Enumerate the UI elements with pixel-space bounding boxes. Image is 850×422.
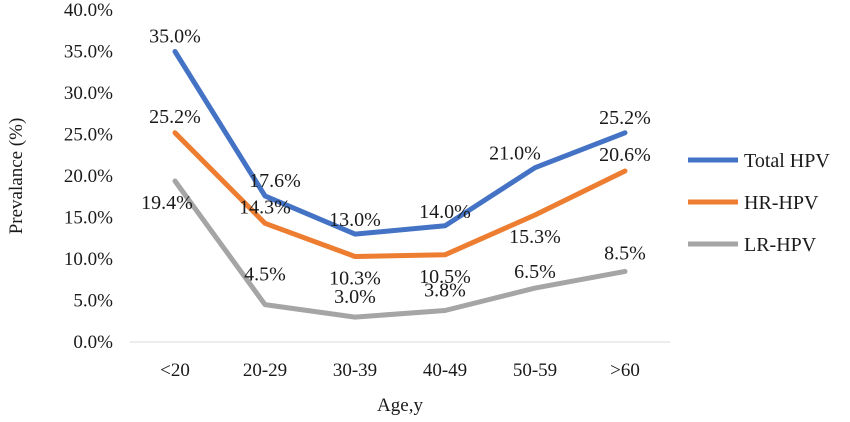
legend: Total HPV HR-HPV LR-HPV <box>688 150 830 256</box>
legend-label: LR-HPV <box>744 234 817 256</box>
x-tick-label: <20 <box>160 360 190 381</box>
data-label: 13.0% <box>329 209 381 231</box>
data-label: 10.5% <box>419 266 471 288</box>
data-label: 35.0% <box>149 26 201 48</box>
series-line-lr-hpv <box>172 178 628 320</box>
data-label: 14.3% <box>239 196 291 218</box>
x-tick-label: >60 <box>610 360 640 381</box>
y-tick-label: 5.0% <box>73 291 113 312</box>
data-label: 17.6% <box>249 170 301 192</box>
data-label: 4.5% <box>244 264 286 286</box>
y-tick-label: 40.0% <box>64 0 113 21</box>
data-labels: 35.0% 17.6% 13.0% 14.0% 21.0% 25.2% 25.2% 14.3%… <box>141 26 651 309</box>
plot-area <box>172 49 628 320</box>
x-tick-label: 30-39 <box>333 360 377 381</box>
legend-label: HR-HPV <box>744 192 819 214</box>
data-label: 20.6% <box>599 144 651 166</box>
series-line-total-hpv <box>172 49 628 237</box>
data-label: 25.2% <box>149 106 201 128</box>
data-label: 3.0% <box>334 286 376 308</box>
legend-label: Total HPV <box>744 150 830 172</box>
x-axis-title: Age,y <box>377 395 423 416</box>
y-tick-label: 30.0% <box>64 83 113 104</box>
data-label: 25.2% <box>599 107 651 129</box>
data-label: 3.8% <box>424 279 466 301</box>
y-tick-label: 10.0% <box>64 249 113 270</box>
data-label: 6.5% <box>514 261 556 283</box>
y-axis: 0.0% 5.0% 10.0% 15.0% 20.0% 25.0% 30.0% 35.0% 40… <box>64 0 113 353</box>
x-tick-label: 20-29 <box>243 360 287 381</box>
series-line-hr-hpv <box>172 130 628 259</box>
y-tick-label: 35.0% <box>64 42 113 63</box>
x-axis: <20 20-29 30-39 40-49 50-59 >60 <box>160 360 640 381</box>
y-tick-label: 0.0% <box>73 332 113 353</box>
data-label: 19.4% <box>141 192 193 214</box>
data-label: 10.3% <box>329 268 381 290</box>
y-tick-label: 15.0% <box>64 208 113 229</box>
data-label: 14.0% <box>419 201 471 223</box>
data-label: 21.0% <box>489 143 541 165</box>
x-tick-label: 50-59 <box>513 360 557 381</box>
y-tick-label: 20.0% <box>64 166 113 187</box>
y-axis-title: Prevalance (%) <box>6 118 27 235</box>
data-label: 15.3% <box>509 226 561 248</box>
x-tick-label: 40-49 <box>423 360 467 381</box>
data-label: 8.5% <box>604 242 646 264</box>
y-tick-label: 25.0% <box>64 125 113 146</box>
